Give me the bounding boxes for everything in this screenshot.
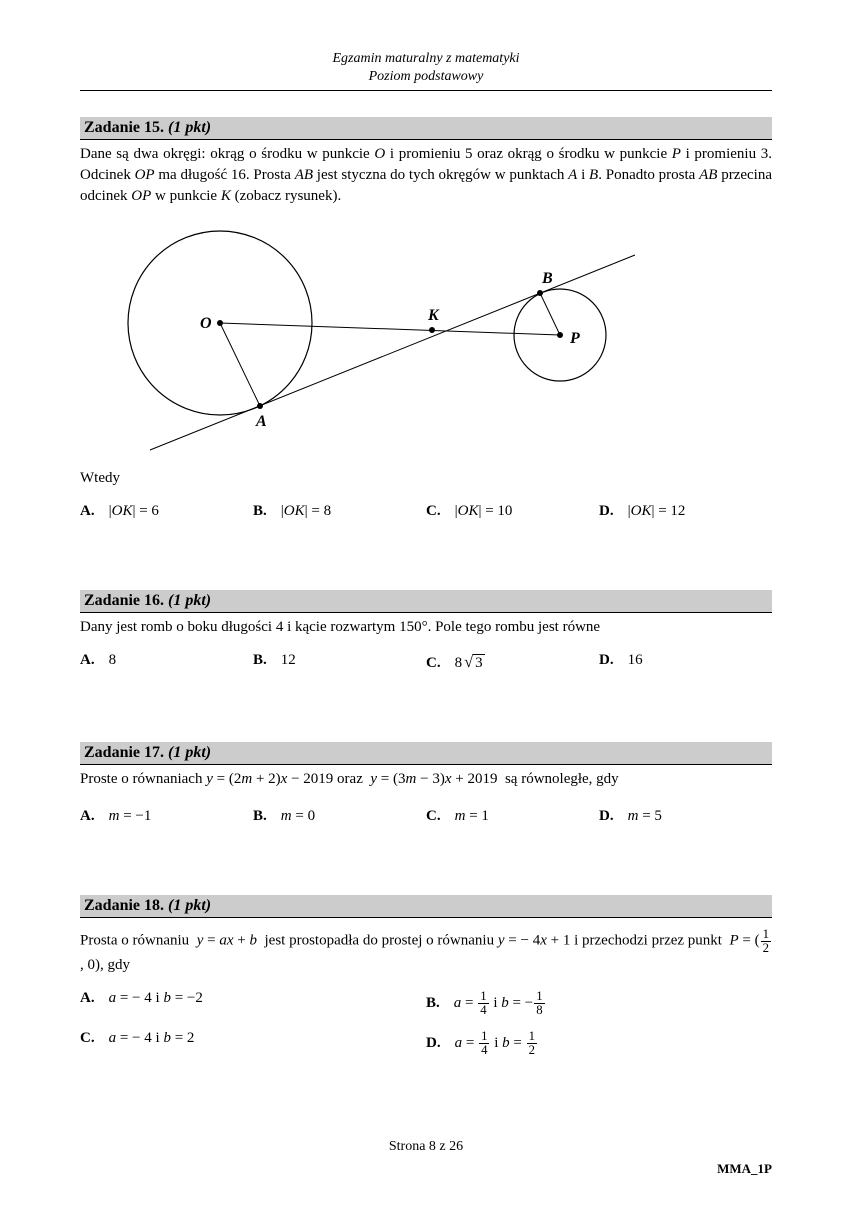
answer-c[interactable]: C.|OK| = 10 — [426, 503, 599, 520]
header-line-2: Poziom podstawowy — [80, 68, 772, 86]
task-15-figure: O P A B K — [80, 223, 772, 458]
task-16-header: Zadanie 16. (1 pkt) — [80, 590, 772, 613]
task-18-header: Zadanie 18. (1 pkt) — [80, 895, 772, 918]
exam-page: Egzamin maturalny z matematyki Poziom po… — [0, 0, 852, 1205]
task-16-points: (1 pkt) — [168, 592, 211, 609]
task-15-answers: A.|OK| = 6 B.|OK| = 8 C.|OK| = 10 D.|OK|… — [80, 503, 772, 520]
answer-a[interactable]: A.8 — [80, 652, 253, 672]
answer-a[interactable]: A.a = − 4 i b = −2 — [80, 990, 426, 1017]
answer-c[interactable]: C.83 — [426, 652, 599, 672]
task-16-answers: A.8 B.12 C.83 D.16 — [80, 652, 772, 672]
page-number: Strona 8 z 26 — [0, 1139, 852, 1155]
task-15-body: Dane są dwa okręgi: okrąg o środku w pun… — [80, 144, 772, 207]
task-17-points: (1 pkt) — [168, 744, 211, 761]
answer-a[interactable]: A.|OK| = 6 — [80, 503, 253, 520]
task-15-number: Zadanie 15. — [84, 119, 164, 136]
svg-text:B: B — [541, 270, 553, 287]
answer-d[interactable]: D.16 — [599, 652, 772, 672]
task-18-number: Zadanie 18. — [84, 897, 164, 914]
circles-diagram: O P A B K — [80, 223, 640, 453]
answer-b[interactable]: B.m = 0 — [253, 808, 426, 825]
svg-text:P: P — [569, 330, 580, 347]
answer-a[interactable]: A.m = −1 — [80, 808, 253, 825]
svg-text:A: A — [255, 413, 267, 430]
task-15-lead: Wtedy — [80, 468, 772, 489]
task-18-points: (1 pkt) — [168, 897, 211, 914]
task-17-answers: A.m = −1 B.m = 0 C.m = 1 D.m = 5 — [80, 808, 772, 825]
exam-code: MMA_1P — [717, 1161, 772, 1177]
header-line-1: Egzamin maturalny z matematyki — [80, 50, 772, 68]
task-15-header: Zadanie 15. (1 pkt) — [80, 117, 772, 140]
task-16-body: Dany jest romb o boku długości 4 i kącie… — [80, 617, 772, 638]
task-18-answers: A.a = − 4 i b = −2 B.a = 14 i b = −18 C.… — [80, 990, 772, 1071]
answer-c[interactable]: C.m = 1 — [426, 808, 599, 825]
task-17-body: Proste o równaniach y = (2m + 2)x − 2019… — [80, 769, 772, 790]
svg-text:O: O — [200, 315, 212, 332]
svg-text:K: K — [427, 307, 440, 324]
task-15-points: (1 pkt) — [168, 119, 211, 136]
page-header: Egzamin maturalny z matematyki Poziom po… — [80, 50, 772, 91]
answer-d[interactable]: D.|OK| = 12 — [599, 503, 772, 520]
task-17-number: Zadanie 17. — [84, 744, 164, 761]
answer-d[interactable]: D.m = 5 — [599, 808, 772, 825]
task-17-header: Zadanie 17. (1 pkt) — [80, 742, 772, 765]
answer-d[interactable]: D.a = 14 i b = 12 — [426, 1030, 772, 1057]
task-16-number: Zadanie 16. — [84, 592, 164, 609]
answer-b[interactable]: B.12 — [253, 652, 426, 672]
answer-b[interactable]: B.|OK| = 8 — [253, 503, 426, 520]
answer-c[interactable]: C.a = − 4 i b = 2 — [80, 1030, 426, 1057]
task-18-body: Prosta o równaniu y = ax + b jest prosto… — [80, 928, 772, 976]
answer-b[interactable]: B.a = 14 i b = −18 — [426, 990, 772, 1017]
